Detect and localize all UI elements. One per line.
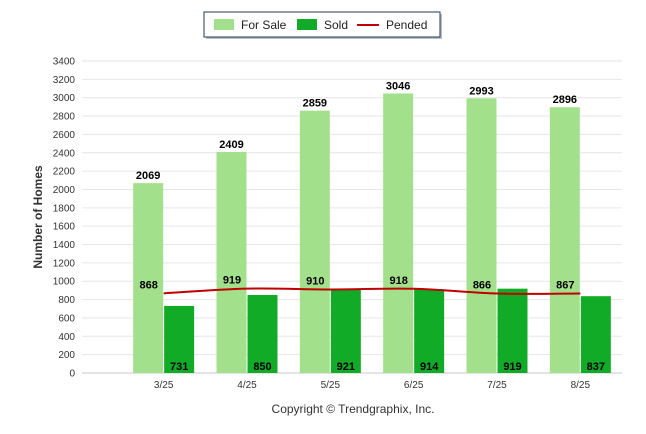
- copyright-credit: Copyright © Trendgraphix, Inc.: [272, 402, 435, 416]
- sold-bar: [580, 296, 611, 373]
- y-tick-label: 2000: [53, 185, 76, 196]
- x-tick-label: 7/25: [487, 380, 507, 391]
- pended-value-label: 866: [473, 280, 491, 292]
- x-tick-label: 6/25: [404, 380, 424, 391]
- legend-box: [203, 11, 441, 38]
- y-tick-label: 400: [58, 332, 75, 343]
- pended-value-label: 910: [306, 275, 324, 287]
- sold-bar: [330, 288, 361, 373]
- y-tick-label: 1200: [53, 258, 76, 269]
- for-sale-value-label: 2069: [136, 170, 160, 182]
- for-sale-bar: [383, 93, 414, 373]
- bars: [133, 93, 611, 373]
- sold-bar: [247, 295, 278, 373]
- legend[interactable]: For Sale Sold Pended: [203, 11, 442, 39]
- pended-line: [163, 287, 581, 295]
- y-axis-title: Number of Homes: [31, 165, 45, 269]
- y-tick-label: 1600: [53, 222, 76, 233]
- y-tick-label: 3200: [53, 75, 76, 86]
- for-sale-value-label: 2993: [469, 85, 493, 97]
- sold-value-label: 850: [253, 361, 271, 373]
- for-sale-bar: [216, 151, 247, 373]
- sold-value-label: 914: [420, 361, 439, 373]
- legend-label[interactable]: Sold: [324, 18, 348, 32]
- y-tick-label: 0: [69, 369, 75, 380]
- y-tick-label: 2800: [53, 112, 76, 123]
- y-axis: 0 200 400 600 800 1000 1200 1400 1600 1800 2000 220…: [53, 57, 76, 380]
- y-tick-label: 2200: [53, 167, 76, 178]
- data-labels: 2069 731 868 2409 850 919 2859 921 910 3046 914 918…: [136, 80, 605, 373]
- y-tick-label: 3400: [53, 57, 76, 68]
- x-tick-label: 3/25: [154, 380, 174, 391]
- y-tick-label: 3000: [53, 93, 76, 104]
- for-sale-value-label: 2409: [219, 139, 243, 151]
- y-tick-label: 600: [58, 313, 75, 324]
- pended-series: [163, 287, 581, 295]
- for-sale-bar: [299, 110, 330, 373]
- sold-value-label: 919: [503, 361, 521, 373]
- grid: [82, 60, 622, 374]
- for-sale-value-label: 2896: [553, 94, 577, 106]
- for-sale-value-label: 2859: [303, 98, 327, 110]
- legend-label[interactable]: Pended: [386, 18, 427, 32]
- pended-value-label: 868: [139, 279, 157, 291]
- sold-value-label: 837: [587, 361, 605, 373]
- x-tick-label: 5/25: [321, 380, 341, 391]
- for-sale-bar: [133, 183, 164, 373]
- legend-swatch: [214, 19, 234, 30]
- sold-value-label: 731: [170, 361, 188, 373]
- y-tick-label: 2600: [53, 130, 76, 141]
- pended-value-label: 867: [556, 279, 574, 291]
- y-tick-label: 2400: [53, 148, 76, 159]
- y-tick-label: 1400: [53, 240, 76, 251]
- x-tick-label: 8/25: [571, 380, 591, 391]
- legend-label[interactable]: For Sale: [241, 18, 287, 32]
- pended-value-label: 919: [223, 275, 241, 287]
- y-tick-label: 200: [58, 350, 75, 361]
- sold-value-label: 921: [337, 361, 355, 373]
- sold-bar: [414, 289, 445, 373]
- sold-bar: [497, 288, 528, 373]
- for-sale-value-label: 3046: [386, 80, 410, 92]
- sold-bar: [164, 305, 195, 373]
- for-sale-bar: [466, 98, 497, 373]
- y-tick-label: 1000: [53, 277, 76, 288]
- x-tick-label: 4/25: [237, 380, 257, 391]
- pended-value-label: 918: [389, 275, 407, 287]
- for-sale-bar: [549, 107, 580, 373]
- legend-swatch: [297, 19, 317, 30]
- y-tick-label: 800: [58, 295, 75, 306]
- x-axis: 3/25 4/25 5/25 6/25 7/25 8/25: [154, 380, 591, 391]
- y-tick-label: 1800: [53, 203, 76, 214]
